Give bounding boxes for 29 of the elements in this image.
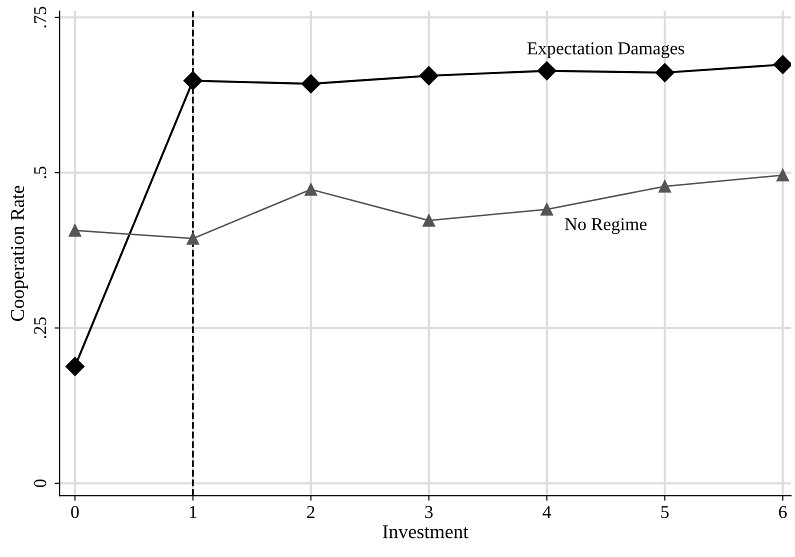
point xyxy=(655,63,674,82)
x-tick-label: 4 xyxy=(542,506,552,518)
x-tick-label: 5 xyxy=(661,506,669,518)
x-axis-title: Investment xyxy=(382,525,468,538)
point xyxy=(68,224,82,237)
x-tick-label: 1 xyxy=(190,506,196,518)
y-tick-label: 0 xyxy=(34,479,46,488)
x-tick-label: 3 xyxy=(425,506,433,518)
x-tick-label: 0 xyxy=(71,506,79,518)
x-tick-label: 6 xyxy=(779,506,787,518)
y-tick-label: .25 xyxy=(34,317,46,338)
y-tick-label: .75 xyxy=(34,6,46,28)
point xyxy=(301,74,320,94)
series-label: No Regime xyxy=(564,218,647,234)
y-tick-label: .5 xyxy=(34,166,46,178)
point xyxy=(658,180,672,193)
point xyxy=(65,356,84,376)
y-axis-title: Cooperation Rate xyxy=(10,186,28,321)
point xyxy=(304,183,318,196)
point xyxy=(540,203,554,216)
point xyxy=(773,55,792,74)
x-tick-label: 2 xyxy=(307,506,314,518)
point xyxy=(183,71,202,90)
series-label: Expectation Damages xyxy=(527,42,684,58)
point xyxy=(776,168,790,182)
point xyxy=(419,66,438,86)
point xyxy=(422,214,436,227)
point xyxy=(186,232,200,245)
point xyxy=(537,61,556,80)
